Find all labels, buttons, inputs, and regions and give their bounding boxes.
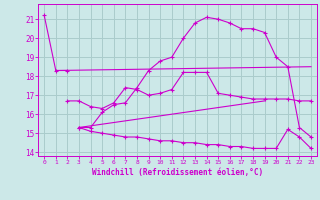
X-axis label: Windchill (Refroidissement éolien,°C): Windchill (Refroidissement éolien,°C): [92, 168, 263, 177]
